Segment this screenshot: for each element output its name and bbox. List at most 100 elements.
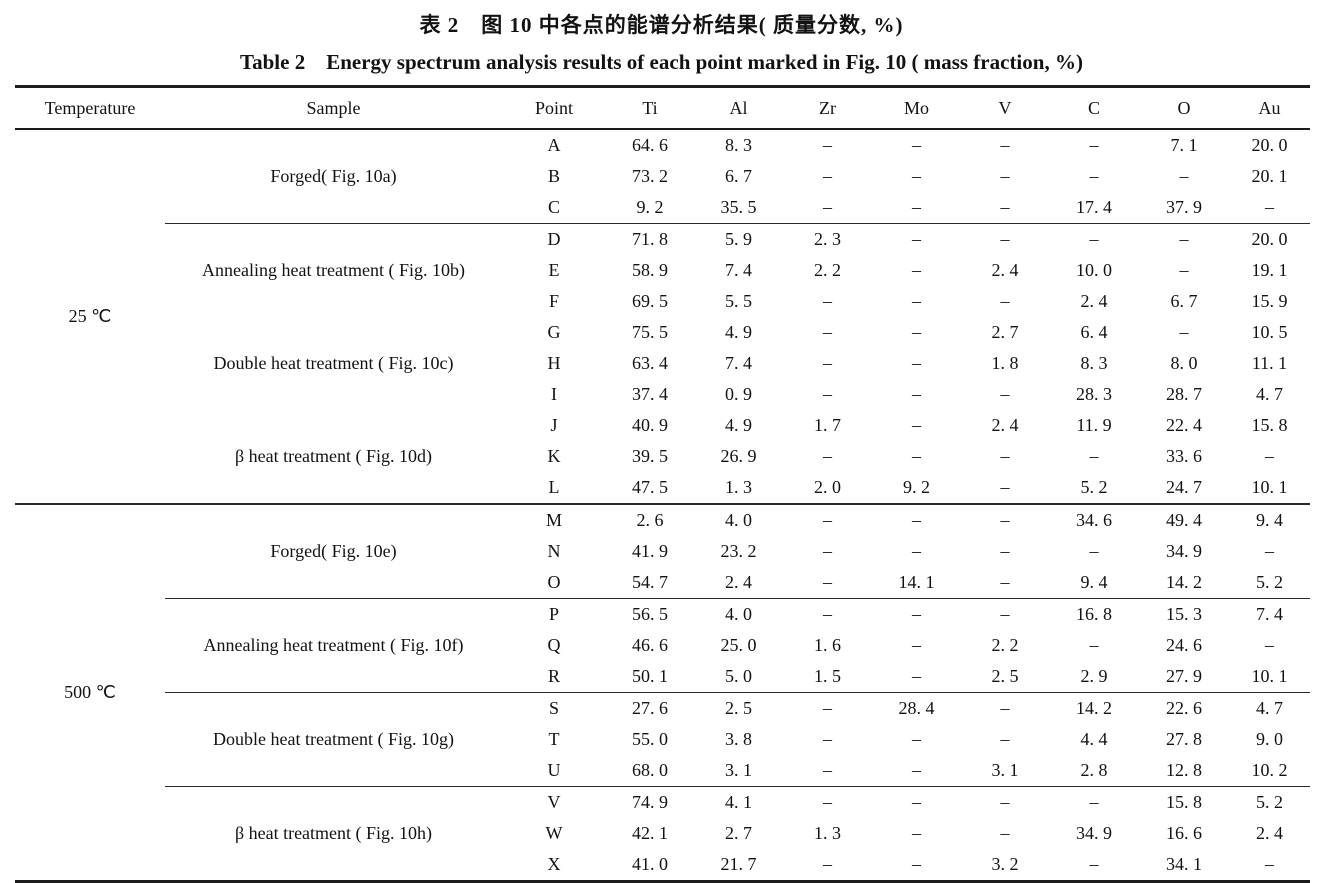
value-cell-mo: – [912,415,921,435]
value-cell-mo: – [912,166,921,186]
value-cell-c: 28. 3 [1076,384,1112,404]
value-cell-al: 5. 0 [694,661,783,693]
column-header-point: Point [502,86,606,130]
value-cell-zr: – [823,541,832,561]
value-cell-au: 4. 7 [1256,384,1283,404]
value-cell-al: 3. 1 [694,755,783,787]
table-row: U 68. 0 3. 1– –3. 1 2. 8 12. 8 10. 2 [15,755,1310,787]
value-cell-ti: 37. 4 [632,384,668,404]
value-cell-zr: 2. 2 [814,260,841,280]
sample-cell: Double heat treatment ( Fig. 10g) [165,692,502,787]
value-cell-c: 34. 6 [1076,510,1112,530]
value-cell-o: 33. 6 [1166,446,1202,466]
value-cell-c: 16. 8 [1076,604,1112,624]
value-cell-ti: 56. 5 [632,604,668,624]
value-cell-o: 34. 9 [1166,541,1202,561]
value-cell-o: 24. 7 [1139,472,1229,505]
value-cell-c: 8. 3 [1080,353,1108,373]
value-cell-al: 4. 1 [725,792,752,812]
value-cell-zr: 2. 3 [814,229,841,249]
sample-cell: Double heat treatment ( Fig. 10c) [213,353,454,373]
value-cell-c: – [1089,166,1099,186]
value-cell-zr: – [823,698,832,718]
value-cell-v: 2. 5 [961,661,1049,693]
point-cell: X [547,854,561,874]
value-cell-v: – [1000,446,1010,466]
value-cell-mo: – [912,353,921,373]
value-cell-v: – [1000,604,1010,624]
value-cell-o: 22. 6 [1166,698,1202,718]
column-header-v: V [961,86,1049,130]
value-cell-ti: 42. 1 [632,823,668,843]
value-cell-au: 15. 8 [1251,415,1288,435]
sample-cell: Annealing heat treatment ( Fig. 10f) [165,598,502,693]
value-cell-zr: – [823,322,832,342]
value-cell-o: – [1179,166,1189,186]
value-cell-ti: 41. 0 [632,854,668,874]
value-cell-mo: – [912,260,921,280]
value-cell-v: – [1000,135,1010,155]
table-row: I 37. 4 0. 9 – – – 28. 3 28. 7 4. 7 [15,379,1310,410]
value-cell-o: – [1179,260,1189,280]
column-header-sample: Sample [165,86,502,130]
table-row: L 47. 5 1. 3 2. 0 9. 2–5. 2 24. 7 10. 1 [15,472,1310,505]
value-cell-o: 15. 3 [1166,604,1202,624]
value-cell-ti: 39. 5 [632,446,668,466]
value-cell-al: 4. 9 [725,415,752,435]
value-cell-au: 10. 1 [1229,661,1310,693]
sample-cell: Annealing heat treatment ( Fig. 10b) [202,260,465,280]
value-cell-v: – [1000,729,1010,749]
value-cell-au: 2. 4 [1256,823,1283,843]
value-cell-al: 21. 7 [720,854,757,874]
table-row: F 69. 5 5. 5 – – – 2. 4 6. 7 15. 9 [15,286,1310,317]
value-cell-zr: – [823,291,832,311]
value-cell-mo: – [912,854,921,874]
table-row: H 63. 4 7. 4 – – 1. 8 8. 3 8. 0 11. 1 [15,348,1310,379]
point-cell: A [547,135,561,155]
value-cell-ti: 40. 9 [632,415,668,435]
value-cell-zr: – [823,166,832,186]
value-cell-zr: – [823,604,832,624]
value-cell-mo: – [912,446,921,466]
value-cell-al: 2. 4 [694,567,783,599]
value-cell-mo: – [872,192,961,224]
value-cell-zr: 1. 3 [814,823,841,843]
value-cell-zr: – [823,792,832,812]
point-cell: G [547,322,561,342]
point-cell: C [502,192,606,224]
value-cell-c: – [1089,792,1099,812]
point-cell: I [551,384,557,404]
value-cell-al: 4. 0 [725,510,752,530]
value-cell-c: 2. 4 [1080,291,1108,311]
table-row: Annealing heat treatment ( Fig. 10b) D 71.… [15,224,1310,280]
value-cell-au: 20. 1 [1251,166,1288,186]
table-row: E 58. 9 7. 4 2. 2 – 2. 4 10. 0 – 19. 1 [15,255,1310,286]
value-cell-zr: – [823,854,832,874]
table-row: N 41. 9 23. 2 – – – – 34. 9 – [15,536,1310,567]
value-cell-zr: 1. 6 [814,635,841,655]
column-header-zr: Zr [783,86,872,130]
table-title-chinese: 表 2 图 10 中各点的能谱分析结果( 质量分数, %) [419,13,904,37]
point-cell: K [547,446,561,466]
value-cell-ti: 54. 7 [606,567,694,599]
column-header-temperature: Temperature [15,86,165,130]
value-cell-au: 15. 9 [1251,291,1288,311]
value-cell-c: 4. 4 [1080,729,1108,749]
column-header-ti: Ti [606,86,694,130]
value-cell-au: – [1265,854,1274,874]
value-cell-zr: – [823,729,832,749]
value-cell-v: 2. 4 [991,260,1019,280]
value-cell-v: – [1000,698,1010,718]
value-cell-au: 10. 2 [1229,755,1310,787]
value-cell-c: 10. 0 [1076,260,1112,280]
point-cell: N [547,541,561,561]
value-cell-zr: – [783,192,872,224]
table-title-english: Table 2 Energy spectrum analysis results… [240,50,1083,74]
value-cell-o: 8. 0 [1170,353,1198,373]
value-cell-al: 25. 0 [720,635,757,655]
value-cell-ti: 71. 8 [632,229,668,249]
value-cell-v: – [1000,229,1010,249]
value-cell-c: – [1089,541,1099,561]
value-cell-mo: – [912,229,921,249]
